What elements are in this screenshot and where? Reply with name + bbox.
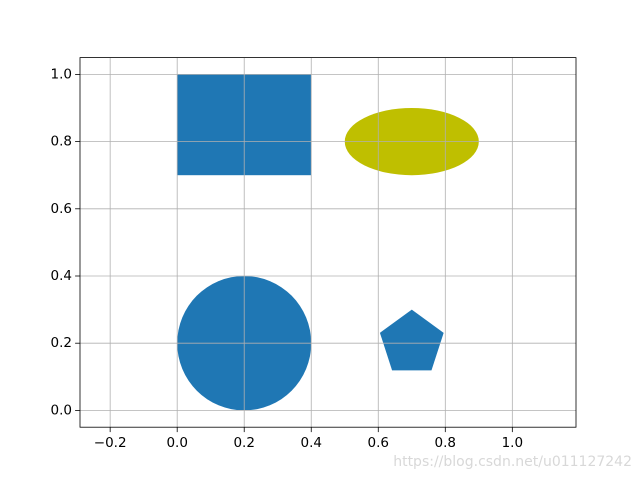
axes-frame <box>79 57 577 428</box>
y-tick-label: 0.6 <box>51 201 72 217</box>
y-tick-label: 0.0 <box>51 402 72 418</box>
watermark: https://blog.csdn.net/u011127242 <box>393 454 632 470</box>
y-tick-label: 0.2 <box>51 335 72 351</box>
y-tick-label: 0.8 <box>51 134 72 150</box>
x-tick-label: −0.2 <box>94 435 127 451</box>
x-tick-label: 0.6 <box>368 435 389 451</box>
x-tick-label: 0.0 <box>166 435 187 451</box>
x-tick-label: 0.2 <box>233 435 254 451</box>
x-tick-label: 1.0 <box>502 435 523 451</box>
pentagon <box>379 309 444 371</box>
y-tick-label: 1.0 <box>51 66 72 82</box>
x-tick-label: 0.8 <box>435 435 456 451</box>
y-tick-label: 0.4 <box>51 268 72 284</box>
x-tick-label: 0.4 <box>301 435 322 451</box>
